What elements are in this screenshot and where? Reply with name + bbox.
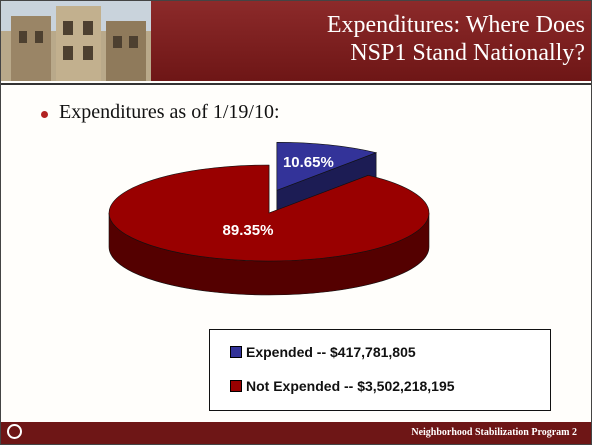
legend-label: Not Expended -- $3,502,218,195: [246, 378, 455, 394]
legend: Expended -- $417,781,805 Not Expended -- …: [209, 329, 551, 411]
legend-entry: Expended -- $417,781,805: [230, 344, 416, 360]
data-label: 10.65%: [283, 154, 334, 171]
logo: [7, 424, 22, 439]
legend-swatch: [230, 380, 242, 392]
pie-slice: [109, 165, 429, 261]
data-label: 89.35%: [223, 222, 274, 239]
legend-entry: Not Expended -- $3,502,218,195: [230, 378, 455, 394]
legend-label: Expended -- $417,781,805: [246, 344, 416, 360]
footer-text: Neighborhood Stabilization Program 2: [411, 427, 577, 438]
legend-swatch: [230, 346, 242, 358]
slide: Expenditures: Where Does NSP1 Stand Nati…: [0, 0, 592, 445]
footer: Neighborhood Stabilization Program 2: [1, 422, 591, 444]
